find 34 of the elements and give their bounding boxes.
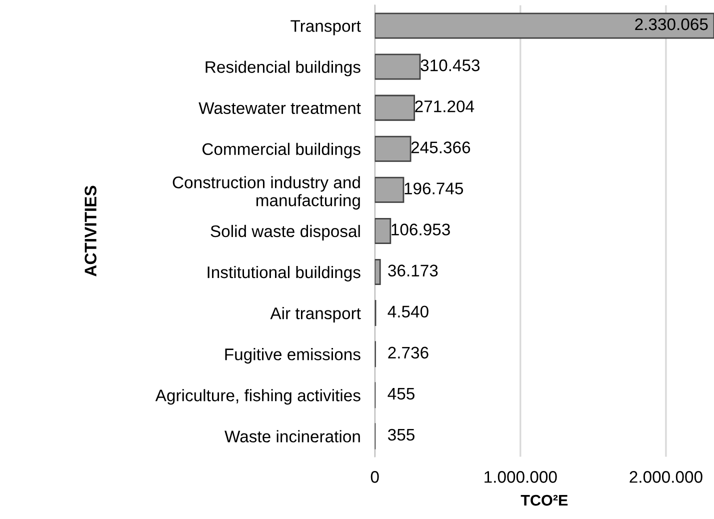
y-tick-label: Residencial buildings bbox=[206, 60, 360, 76]
data-label: 106.953 bbox=[392, 224, 450, 236]
y-tick-label: Transport bbox=[290, 20, 361, 36]
bar bbox=[374, 54, 421, 80]
y-axis-title: ACTIVITIES bbox=[84, 186, 96, 276]
y-tick-label: Construction industry and manufacturing bbox=[172, 176, 360, 210]
data-label: 196.745 bbox=[404, 182, 464, 194]
bar bbox=[374, 218, 392, 244]
bar bbox=[374, 94, 416, 121]
y-tick-label: Institutional buildings bbox=[208, 266, 360, 282]
bar bbox=[374, 136, 412, 162]
y-tick-label: Wastewater treatment bbox=[198, 102, 361, 114]
y-tick-label: Commercial buildings bbox=[202, 142, 360, 158]
x-tick-label: 2.000.000 bbox=[630, 471, 702, 483]
y-tick-label: Air transport bbox=[270, 307, 361, 323]
data-label: 355 bbox=[388, 428, 414, 441]
data-label: 4.540 bbox=[388, 306, 428, 318]
data-label: 271.204 bbox=[415, 100, 474, 112]
y-tick-label: Solid waste disposal bbox=[210, 224, 360, 240]
x-tick-label: 1.000.000 bbox=[484, 471, 557, 483]
y-tick-label: Fugitive emissions bbox=[225, 348, 360, 364]
bar bbox=[374, 258, 381, 286]
data-label: 36.173 bbox=[388, 264, 438, 276]
bar bbox=[374, 176, 404, 203]
y-tick-label: Waste incineration bbox=[224, 430, 360, 442]
data-label: 2.330.065 bbox=[635, 18, 708, 30]
x-tick-label: 0 bbox=[370, 471, 379, 483]
data-label: 2.736 bbox=[388, 346, 428, 359]
bar bbox=[374, 12, 714, 39]
data-label: 245.366 bbox=[411, 142, 470, 154]
x-axis-title: TCO²E bbox=[520, 494, 568, 506]
y-tick-label: Agriculture, fishing activities bbox=[155, 389, 360, 405]
data-label: 310.453 bbox=[420, 59, 480, 72]
data-label: 455 bbox=[388, 388, 414, 400]
